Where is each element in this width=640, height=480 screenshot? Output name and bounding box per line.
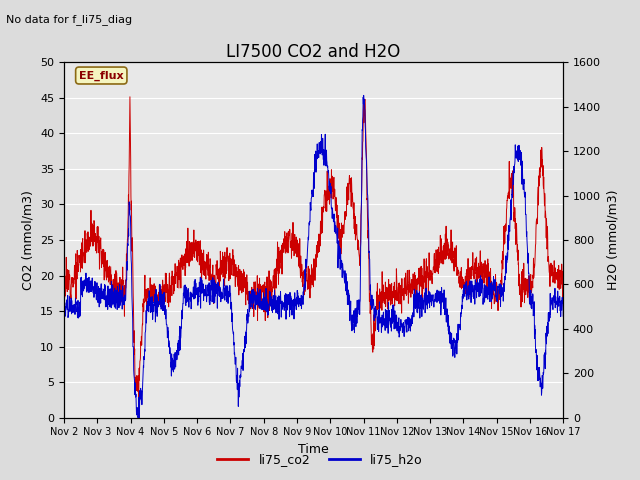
Y-axis label: CO2 (mmol/m3): CO2 (mmol/m3) xyxy=(22,190,35,290)
Title: LI7500 CO2 and H2O: LI7500 CO2 and H2O xyxy=(227,43,401,61)
Legend: li75_co2, li75_h2o: li75_co2, li75_h2o xyxy=(212,448,428,471)
Text: EE_flux: EE_flux xyxy=(79,71,124,81)
Text: No data for f_li75_diag: No data for f_li75_diag xyxy=(6,14,132,25)
X-axis label: Time: Time xyxy=(298,443,329,456)
Y-axis label: H2O (mmol/m3): H2O (mmol/m3) xyxy=(607,190,620,290)
